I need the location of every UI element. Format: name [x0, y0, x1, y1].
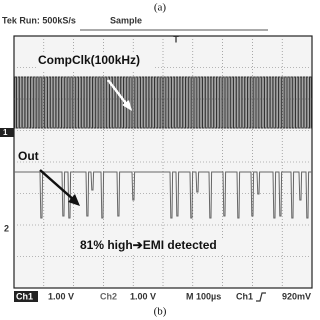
ch1-marker: 1 [3, 128, 8, 137]
acq-mode: Sample [110, 15, 142, 25]
caption-top: (a) [154, 2, 167, 14]
ch2-arrow [39, 169, 75, 201]
footer-ch2: Ch2 [100, 291, 117, 301]
trigger-marker: T [173, 34, 179, 44]
note: 81% high➔EMI detected [80, 238, 217, 252]
footer-ch1-scale: 1.00 V [48, 291, 74, 301]
footer-ch2-scale: 1.00 V [130, 291, 156, 301]
footer-ch1: Ch1 [16, 291, 33, 301]
caption-bottom: (b) [154, 306, 167, 318]
ch1-badge [14, 291, 38, 302]
note-bg [76, 238, 246, 254]
ch1-arrow [107, 79, 129, 107]
trigger-slope [256, 292, 266, 302]
ch1-marker-box [0, 128, 14, 137]
ch1-label: CompClk(100kHz) [38, 53, 140, 67]
footer-trigger-level: 920mV [282, 291, 311, 301]
ch2-arrowhead [68, 194, 80, 206]
ch1-arrowhead [122, 100, 132, 111]
footer-trigger-source: Ch1 [236, 291, 253, 301]
ch1-waveform [14, 76, 312, 129]
ch2-label: Out [18, 149, 39, 163]
ch2-waveform [14, 171, 312, 219]
status: Tek Run: 500kS/s [2, 15, 76, 25]
footer-timebase: M 100µs [186, 291, 221, 301]
label-bg [36, 52, 154, 70]
ch2-marker: 2 [4, 223, 9, 233]
